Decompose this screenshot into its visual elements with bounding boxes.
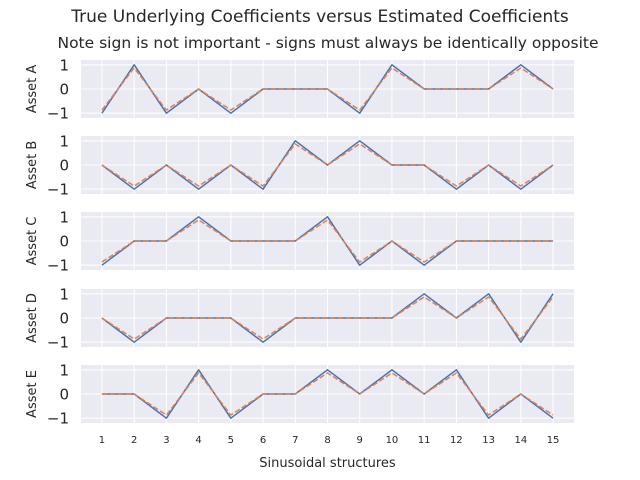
estimated-series-line: [101, 67, 554, 111]
estimated-series-line: [101, 372, 554, 416]
x-tick-label: 2: [131, 435, 137, 446]
y-axis-label: Asset C: [25, 217, 40, 266]
chart-subtitle: Note sign is not important - signs must …: [57, 34, 599, 52]
panel-a: −1 0 1 Asset A: [25, 56, 574, 123]
y-axis-label: Asset E: [25, 370, 40, 418]
panel-e: −1 0 1 Asset E: [25, 361, 574, 428]
y-tick-label: 1: [59, 208, 69, 226]
x-tick-label: 7: [292, 435, 298, 446]
x-tick-label: 6: [260, 435, 266, 446]
x-tick-label: 8: [324, 435, 330, 446]
x-tick-label: 4: [195, 435, 201, 446]
x-tick-label: 3: [163, 435, 169, 446]
panel-c: −1 0 1 Asset C: [25, 208, 574, 275]
y-tick-label: 1: [59, 361, 69, 379]
estimated-series-line: [101, 296, 554, 340]
y-axis-label: Asset D: [25, 293, 40, 343]
true-series-line: [101, 216, 554, 266]
x-tick-label: 9: [357, 435, 363, 446]
x-tick-label: 14: [514, 435, 527, 446]
x-tick-label: 10: [386, 435, 399, 446]
estimated-series-line: [101, 143, 554, 187]
y-tick-label: 1: [59, 132, 69, 150]
y-tick-label: −1: [47, 181, 69, 199]
x-axis-label: Sinusoidal structures: [259, 456, 396, 471]
y-tick-label: 0: [59, 386, 69, 404]
y-tick-label: −1: [47, 105, 69, 123]
y-tick-label: 0: [59, 81, 69, 99]
y-tick-label: 0: [59, 157, 69, 175]
y-axis-label: Asset B: [25, 141, 40, 190]
x-tick-label: 1: [99, 435, 105, 446]
y-tick-label: 0: [59, 310, 69, 328]
x-tick-label: 15: [547, 435, 560, 446]
y-tick-label: 0: [59, 233, 69, 251]
x-tick-label: 5: [228, 435, 234, 446]
x-tick-label: 13: [482, 435, 495, 446]
panel-d: −1 0 1 Asset D: [25, 285, 574, 352]
true-series-line: [101, 140, 554, 190]
y-tick-label: −1: [47, 334, 69, 352]
chart-title: True Underlying Coefficients versus Esti…: [71, 7, 569, 27]
panel-b: −1 0 1 Asset B: [25, 132, 574, 199]
y-tick-label: 1: [59, 285, 69, 303]
estimated-series-line: [101, 219, 554, 263]
x-tick-label: 11: [418, 435, 431, 446]
y-tick-label: −1: [47, 410, 69, 428]
y-axis-label: Asset A: [25, 65, 40, 114]
x-tick-label: 12: [450, 435, 463, 446]
y-tick-label: 1: [59, 56, 69, 74]
y-tick-label: −1: [47, 257, 69, 275]
